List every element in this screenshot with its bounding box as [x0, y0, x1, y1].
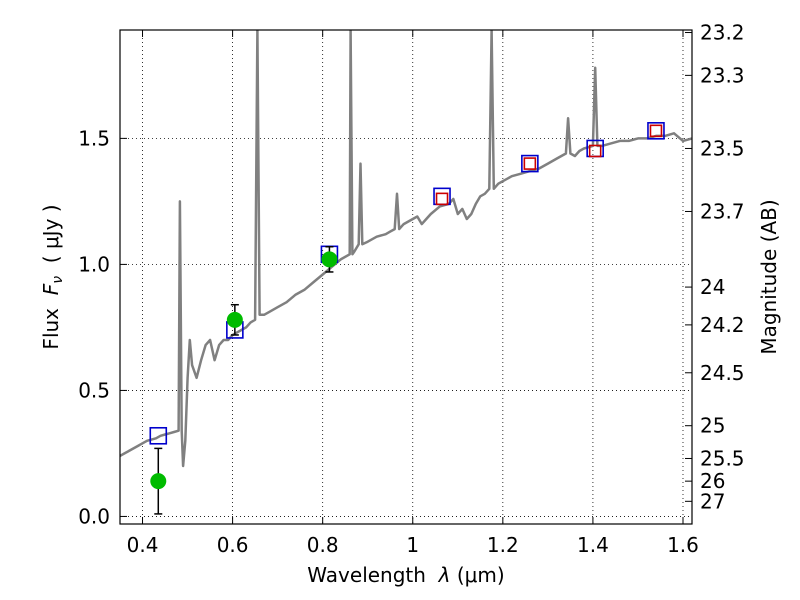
- observed-optical-point: [321, 251, 338, 268]
- y2-tick-label: 27: [700, 489, 725, 513]
- x-tick-label: 0.6: [217, 533, 249, 557]
- x-axis-label: Wavelength λ (μm): [307, 563, 504, 587]
- observed-nir-point: [523, 157, 537, 170]
- y2-tick-label: 24.2: [700, 313, 745, 337]
- y2-axis-label: Magnitude (AB): [757, 199, 781, 354]
- plot-frame: [119, 29, 693, 525]
- y2-tick-label: 23.5: [700, 136, 745, 160]
- y2-tick-label: 23.3: [700, 63, 745, 87]
- x-tick-label: 0.8: [307, 533, 339, 557]
- photometry-markers: [149, 122, 665, 515]
- y-tick-label: 0.5: [78, 378, 110, 402]
- model-photometry-point: [521, 154, 539, 173]
- x-tick-label: 1.4: [577, 533, 609, 557]
- model-photometry-point: [647, 122, 665, 140]
- y-tick-label: 0.0: [78, 504, 110, 528]
- observed-nir-point: [435, 192, 449, 206]
- x-tick-label: 1.6: [667, 533, 699, 557]
- x-tick-label: 1: [406, 533, 419, 557]
- model-spectrum-line: [120, 30, 692, 468]
- y2-tick-label: 25: [700, 414, 725, 438]
- grid-lines: [120, 30, 692, 524]
- observed-nir-point: [588, 144, 602, 158]
- x-tick-label: 1.2: [487, 533, 519, 557]
- y-tick-label: 1.5: [78, 126, 110, 150]
- x-tick-label: 0.4: [127, 533, 159, 557]
- y2-tick-label: 26: [700, 469, 725, 493]
- y-tick-label: 1.0: [78, 252, 110, 276]
- y2-tick-label: 24: [700, 275, 725, 299]
- model-photometry-point: [149, 426, 168, 445]
- observed-nir-point: [649, 124, 663, 138]
- model-spectrum-layer: [120, 30, 692, 468]
- y2-tick-label: 25.5: [700, 446, 745, 470]
- y2-tick-label: 23.2: [700, 21, 745, 45]
- y2-tick-label: 24.5: [700, 361, 745, 385]
- observed-optical-point: [226, 311, 243, 328]
- observed-optical-point: [150, 473, 167, 490]
- y2-tick-label: 23.7: [700, 199, 745, 223]
- y-axis-label: Flux Fν ( μJy ): [39, 204, 66, 349]
- axes: 0.4 0.6 0.8 1 1.2 1.4 1.6 0.0 0.5 1.0 1.5 23.2 23.3 2…: [78, 21, 744, 557]
